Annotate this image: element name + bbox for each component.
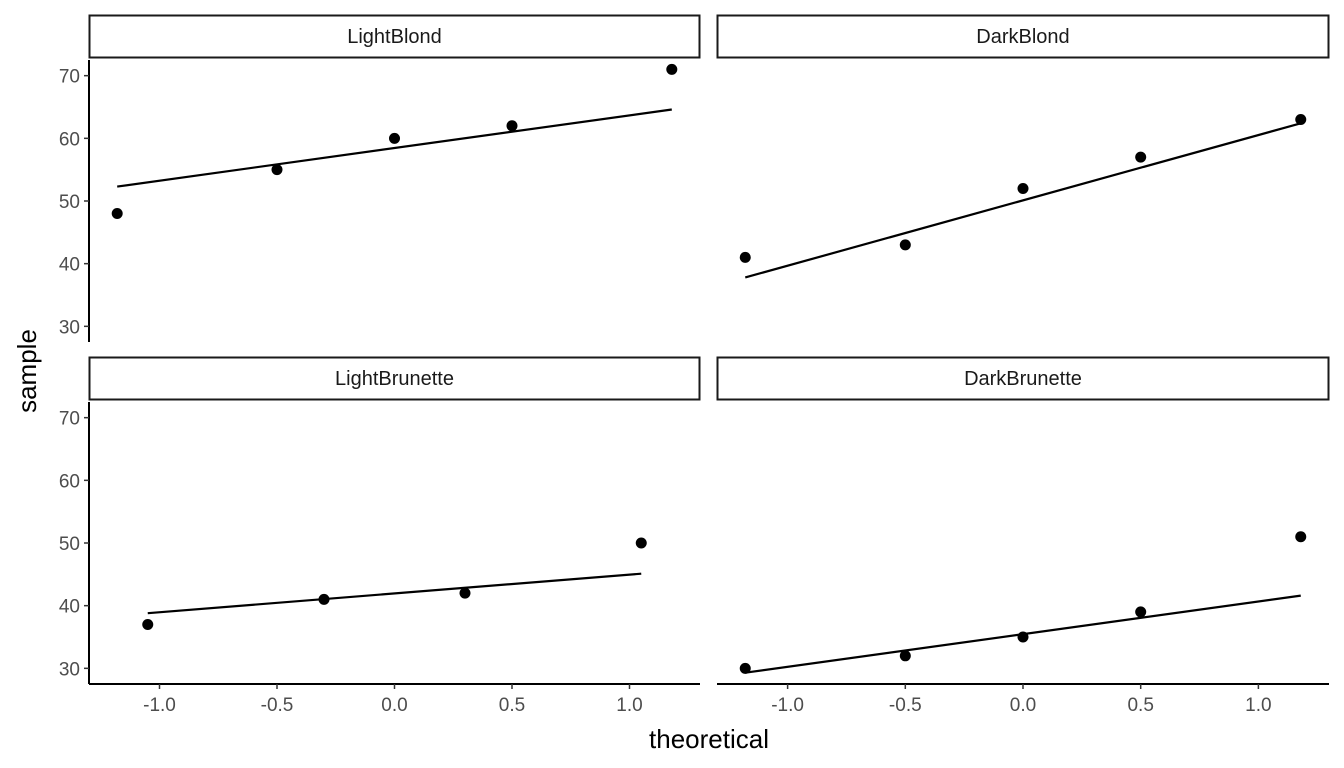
- y-tick-label: 40: [59, 597, 80, 618]
- y-tick-label: 50: [59, 192, 80, 213]
- y-tick-label: 40: [59, 255, 80, 276]
- data-point: [142, 618, 154, 630]
- data-point: [899, 239, 911, 251]
- facet-panels: LightBlond 30 40 50 60 70 DarkBlond LightBrunet…: [59, 14, 1330, 716]
- data-point: [1017, 631, 1029, 643]
- y-tick-label: 70: [59, 67, 80, 88]
- y-tick-label: 30: [59, 659, 80, 680]
- data-point: [1135, 606, 1147, 618]
- x-axis-title: theoretical: [649, 724, 769, 754]
- y-tick-label: 60: [59, 129, 80, 150]
- facet-panel: LightBrunette 30 40 50 60 70 -1.0 -0.5 0.0 0.5 1.0: [59, 356, 701, 716]
- x-tick-label: 1.0: [616, 695, 642, 716]
- data-point: [666, 63, 678, 75]
- x-tick-label: 0.5: [499, 695, 525, 716]
- data-point: [1295, 531, 1307, 543]
- data-point: [111, 208, 123, 220]
- strip-box: [716, 356, 1330, 401]
- data-point: [739, 251, 751, 263]
- y-tick-label: 60: [59, 471, 80, 492]
- data-point: [899, 650, 911, 662]
- strip-label: LightBlond: [347, 26, 442, 48]
- data-point: [739, 662, 751, 674]
- x-tick-label: -0.5: [889, 695, 922, 716]
- data-point: [1295, 114, 1307, 126]
- x-tick-label: 0.0: [381, 695, 407, 716]
- x-tick-label: 0.5: [1127, 695, 1153, 716]
- x-tick-label: 1.0: [1245, 695, 1271, 716]
- qq-reference-line: [117, 108, 672, 188]
- data-point: [459, 587, 471, 599]
- x-tick-label: -0.5: [261, 695, 294, 716]
- strip-box: [716, 14, 1330, 59]
- data-point: [506, 120, 518, 132]
- qq-reference-line: [147, 572, 642, 615]
- data-point: [1017, 182, 1029, 194]
- y-tick-label: 30: [59, 317, 80, 338]
- strip-label: DarkBrunette: [964, 368, 1082, 390]
- y-tick-label: 50: [59, 534, 80, 555]
- strip-label: DarkBlond: [976, 26, 1069, 48]
- x-tick-label: 0.0: [1010, 695, 1036, 716]
- y-axis-title: sample: [12, 329, 42, 413]
- y-tick-label: 70: [59, 409, 80, 430]
- data-point: [271, 164, 283, 176]
- facet-panel: DarkBrunette -1.0 -0.5 0.0 0.5 1.0: [716, 356, 1330, 716]
- data-point: [318, 593, 330, 605]
- facet-panel: DarkBlond: [716, 14, 1330, 279]
- x-tick-label: -1.0: [143, 695, 176, 716]
- facet-panel: LightBlond 30 40 50 60 70: [59, 14, 701, 342]
- qq-reference-line: [744, 122, 1302, 279]
- data-point: [389, 132, 400, 144]
- strip-box: [88, 356, 701, 401]
- x-tick-label: -1.0: [771, 695, 804, 716]
- strip-label: LightBrunette: [335, 368, 454, 390]
- data-point: [635, 537, 647, 549]
- data-point: [1135, 151, 1147, 163]
- strip-box: [88, 14, 701, 59]
